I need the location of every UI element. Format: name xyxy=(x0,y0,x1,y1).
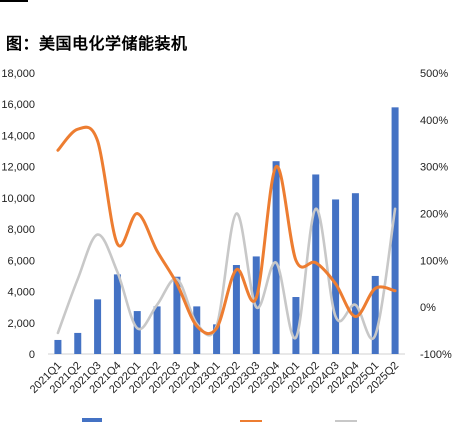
y-left-tick-label: 18,000 xyxy=(1,68,35,80)
bar xyxy=(193,306,201,354)
y-left-tick-label: 6,000 xyxy=(7,255,35,267)
bar xyxy=(292,297,300,354)
y-right-tick-label: 100% xyxy=(420,255,448,267)
legend-swatch-bar xyxy=(82,418,102,422)
bar xyxy=(391,107,399,354)
bar xyxy=(272,161,280,354)
bar xyxy=(332,199,340,354)
orange-growth-line xyxy=(56,125,397,336)
y-right-tick-label: 0% xyxy=(420,302,436,314)
gray-growth-line xyxy=(56,207,397,340)
y-left-tick-label: 16,000 xyxy=(1,99,35,111)
y-left-tick-label: 8,000 xyxy=(7,224,35,236)
y-left-tick-label: 12,000 xyxy=(1,162,35,174)
bar xyxy=(173,276,181,354)
bar xyxy=(232,265,240,354)
y-left-tick-label: 4,000 xyxy=(7,287,35,299)
bar xyxy=(371,275,379,354)
bar xyxy=(133,311,141,354)
bar xyxy=(113,274,121,354)
top-rule xyxy=(0,0,28,2)
bar xyxy=(153,306,161,354)
y-right-tick-label: 300% xyxy=(420,162,448,174)
y-left-tick-label: 2,000 xyxy=(7,318,35,330)
y-right-tick-label: 400% xyxy=(420,115,448,127)
y-left-tick-label: 10,000 xyxy=(1,193,35,205)
y-right-tick-label: 200% xyxy=(420,209,448,221)
bar xyxy=(54,339,62,354)
bar xyxy=(74,332,82,354)
y-right-tick-label: 500% xyxy=(420,68,448,80)
y-right-tick-label: -100% xyxy=(420,349,452,361)
y-left-tick-label: 14,000 xyxy=(1,130,35,142)
bar xyxy=(94,299,102,354)
bar xyxy=(213,324,221,354)
bar xyxy=(351,193,359,354)
chart-title: 图：美国电化学储能装机 xyxy=(6,34,188,53)
y-left-tick-label: 0 xyxy=(29,349,35,361)
